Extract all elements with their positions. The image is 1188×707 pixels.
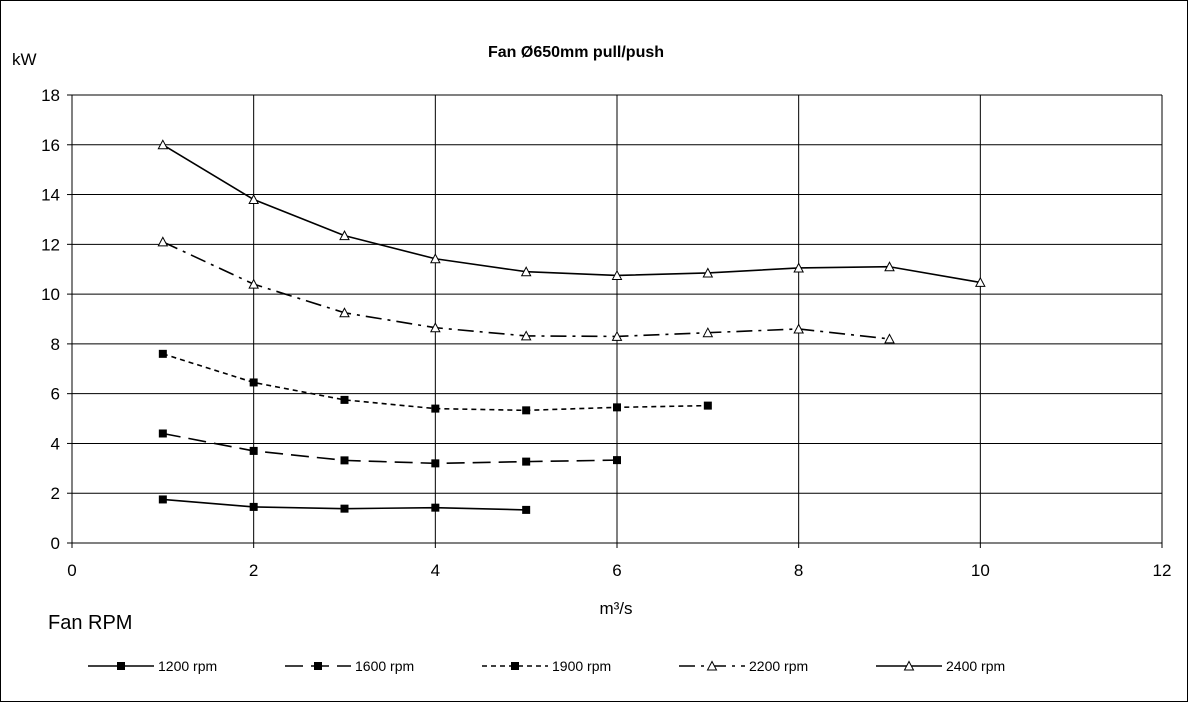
series-4-point-4: [520, 266, 532, 277]
series-2: [158, 349, 712, 415]
legend-swatch-marker-0: [117, 662, 125, 670]
series-0-point-0: [158, 495, 167, 504]
x-tick-label-6: 12: [1153, 561, 1172, 580]
y-tick-label-8: 16: [41, 136, 60, 155]
chart-title: Fan Ø650mm pull/push: [488, 44, 664, 61]
series-2-point-6: [703, 401, 712, 410]
legend-title: Fan RPM: [48, 612, 132, 634]
y-tick-label-0: 0: [51, 534, 60, 553]
series-4-point-5: [611, 269, 623, 280]
series-1-point-3: [431, 459, 440, 468]
y-tick-label-6: 12: [41, 235, 60, 254]
series-2-point-2: [340, 395, 349, 404]
series-4: [157, 139, 986, 287]
series-line-4: [162, 144, 981, 284]
series-3: [157, 236, 895, 344]
series-4-point-9: [975, 276, 986, 287]
y-tick-label-1: 2: [51, 484, 60, 503]
legend-item-1: 1600 rpm: [285, 658, 414, 674]
x-tick-label-0: 0: [67, 561, 76, 580]
y-axis-label: kW: [12, 50, 37, 69]
y-tick-label-2: 4: [51, 434, 60, 453]
series-2-point-5: [613, 403, 621, 412]
legend: 1200 rpm 1600 rpm 1900 rpm 2200 rpm 2400 rpm: [88, 658, 1005, 674]
y-tick-label-5: 10: [41, 285, 60, 304]
series-0-point-3: [431, 503, 440, 512]
legend-item-0: 1200 rpm: [88, 658, 217, 674]
series-4-point-2: [339, 230, 350, 241]
y-tick-label-4: 8: [51, 335, 60, 354]
series-3-point-0: [157, 236, 169, 247]
series-1-point-5: [613, 456, 621, 465]
series-3-point-8: [884, 333, 895, 344]
x-tick-label-3: 6: [612, 561, 621, 580]
series-1-point-0: [158, 429, 167, 438]
x-axis-label: m³/s: [599, 599, 632, 618]
x-tick-label-5: 10: [971, 561, 990, 580]
series-0: [158, 495, 531, 514]
series-3-point-3: [430, 322, 441, 333]
series-3-point-4: [520, 330, 532, 341]
series-0-point-4: [522, 505, 531, 514]
y-tick-label-3: 6: [51, 385, 60, 404]
x-tick-label-1: 2: [249, 561, 258, 580]
legend-swatch-marker-4: [903, 660, 915, 671]
series-1-point-4: [522, 457, 531, 466]
series-2-point-3: [431, 404, 440, 413]
series-0-point-1: [249, 502, 258, 511]
series-line-1: [162, 432, 618, 465]
series-4-point-7: [793, 262, 804, 273]
x-tick-label-2: 4: [431, 561, 440, 580]
legend-item-4: 2400 rpm: [876, 658, 1005, 674]
legend-label-1: 1600 rpm: [355, 658, 414, 674]
series-1-point-2: [340, 456, 349, 465]
legend-item-3: 2200 rpm: [679, 658, 808, 674]
y-tick-label-7: 14: [41, 186, 60, 205]
series-3-point-7: [793, 323, 804, 334]
series-0-point-2: [340, 504, 349, 513]
series-1-point-1: [249, 446, 258, 455]
legend-label-2: 1900 rpm: [552, 658, 611, 674]
series-3-point-1: [248, 278, 259, 289]
legend-swatch-marker-3: [706, 660, 718, 671]
grid-layer: [71, 94, 1163, 544]
legend-swatch-marker-1: [314, 662, 322, 670]
series-1: [158, 429, 621, 468]
series-4-point-1: [248, 193, 259, 205]
legend-label-4: 2400 rpm: [946, 658, 1005, 674]
legend-item-2: 1900 rpm: [482, 658, 611, 674]
series-3-point-5: [611, 330, 623, 341]
axis-layer: 0 2 4 6 8 10 12 14 16 18 0 2 4 6 8 10 12: [41, 86, 1171, 580]
series-4-point-8: [884, 261, 895, 272]
series-4-point-3: [430, 253, 441, 264]
series-4-point-6: [702, 267, 714, 278]
series-2-point-4: [522, 406, 531, 415]
series-3-point-2: [339, 307, 350, 318]
series-4-point-0: [157, 139, 169, 150]
x-tick-label-4: 8: [794, 561, 803, 580]
legend-swatch-marker-2: [511, 662, 519, 670]
series-3-point-6: [702, 327, 714, 338]
series-layer: [157, 139, 986, 514]
y-tick-label-9: 18: [41, 86, 60, 105]
series-2-point-0: [158, 349, 167, 358]
legend-label-0: 1200 rpm: [158, 658, 217, 674]
legend-label-3: 2200 rpm: [749, 658, 808, 674]
series-2-point-1: [249, 378, 258, 387]
